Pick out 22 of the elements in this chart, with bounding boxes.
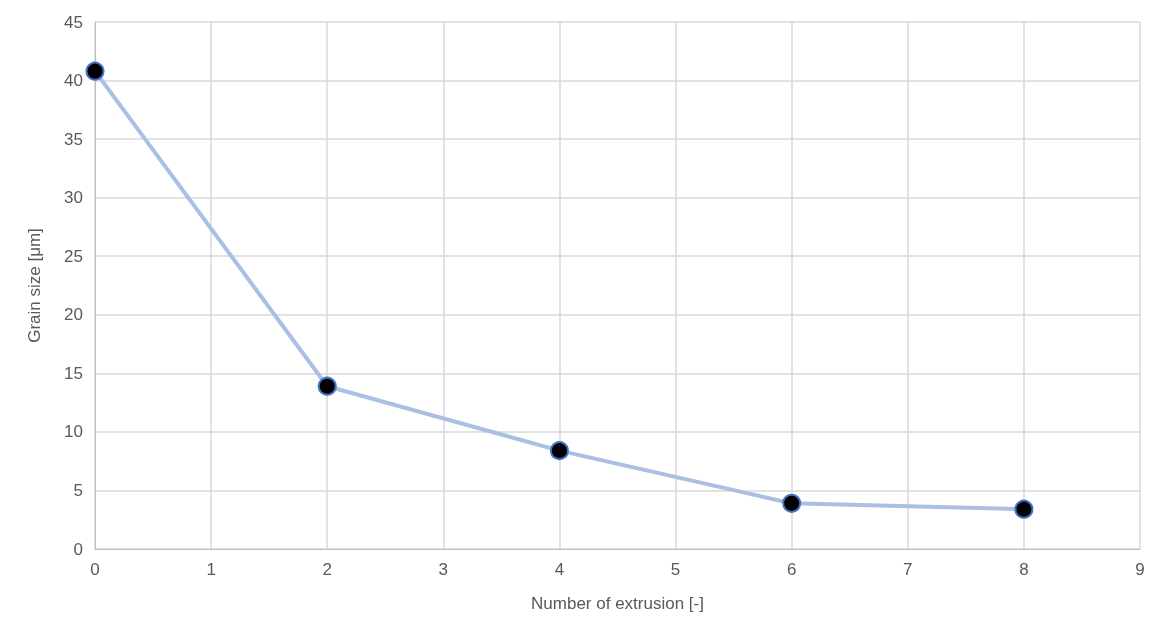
x-tick-label: 4: [554, 560, 565, 579]
y-tick-label: 15: [64, 363, 83, 383]
x-tick-label: 9: [1135, 560, 1145, 579]
y-tick-label: 45: [64, 12, 83, 32]
y-tick-label: 30: [64, 188, 83, 208]
y-tick-label: 40: [64, 71, 83, 91]
x-tick-label: 7: [903, 560, 913, 579]
x-tick-label: 3: [438, 560, 449, 579]
x-axis-title: Number of extrusion [-]: [531, 594, 704, 613]
x-tick-label: 2: [322, 560, 332, 579]
x-tick-label: 0: [90, 560, 100, 579]
x-tick-label: 1: [206, 560, 216, 579]
y-axis-title: Grain size [μm]: [25, 228, 44, 343]
y-tick-label: 25: [64, 246, 83, 266]
x-tick-label: 5: [670, 560, 681, 579]
y-tick-label: 5: [73, 480, 83, 500]
x-tick-label: 8: [1019, 560, 1029, 579]
y-tick-label: 10: [64, 422, 83, 442]
x-tick-label: 6: [786, 560, 797, 579]
y-tick-label: 20: [64, 305, 83, 325]
y-tick-label: 35: [64, 129, 83, 149]
y-tick-label: 0: [73, 539, 83, 559]
